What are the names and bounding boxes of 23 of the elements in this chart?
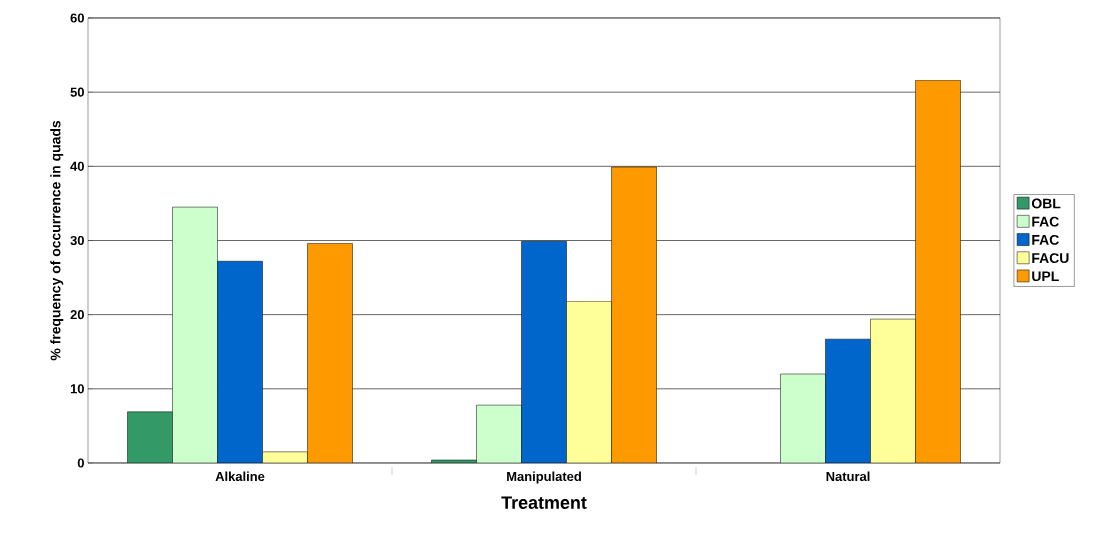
legend-label: FAC [1032,234,1059,245]
y-tick-label: 60 [70,13,84,23]
y-tick-label: 10 [70,384,84,394]
bar [217,261,263,463]
y-tick-label: 20 [70,310,84,320]
y-tick-label: 30 [70,235,84,246]
legend-label: UPL [1032,271,1059,282]
legend-label: FACU [1032,253,1069,264]
bar [172,206,218,463]
legend-label: FAC [1032,216,1059,227]
bar [825,338,871,463]
x-tick-label: Manipulated [507,471,581,484]
y-tick-label: 40 [70,161,84,171]
legend-label: OBL [1031,198,1061,209]
y-tick-label: 50 [70,87,84,97]
y-axis-title: % frequency of occurrence in quads [50,120,64,361]
x-axis-title: Treatment [501,496,587,509]
x-tick-label: Alkaline [215,471,265,482]
bar [521,240,567,463]
y-tick-label: 0 [77,458,84,468]
x-tick-label: Natural [826,471,870,482]
bar [476,404,522,463]
bar [780,373,826,463]
